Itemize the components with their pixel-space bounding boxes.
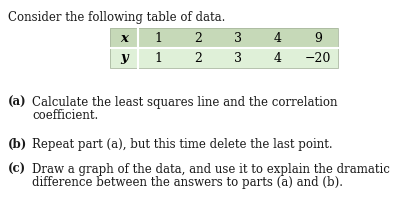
Text: 1: 1 — [154, 52, 162, 65]
Bar — [110, 28, 338, 48]
Text: 4: 4 — [274, 52, 282, 65]
Text: (c): (c) — [8, 163, 26, 176]
Text: Consider the following table of data.: Consider the following table of data. — [8, 11, 225, 24]
Text: y: y — [120, 52, 128, 65]
Text: 9: 9 — [314, 32, 322, 45]
Text: 3: 3 — [234, 32, 242, 45]
Text: 2: 2 — [194, 52, 202, 65]
Text: (b): (b) — [8, 138, 27, 151]
Text: Repeat part (a), but this time delete the last point.: Repeat part (a), but this time delete th… — [32, 138, 333, 151]
Text: Calculate the least squares line and the correlation: Calculate the least squares line and the… — [32, 96, 338, 109]
Bar — [110, 28, 338, 68]
Text: coefficient.: coefficient. — [32, 109, 98, 122]
Text: 1: 1 — [154, 32, 162, 45]
Text: 2: 2 — [194, 32, 202, 45]
Text: difference between the answers to parts (a) and (b).: difference between the answers to parts … — [32, 176, 343, 189]
Text: 4: 4 — [274, 32, 282, 45]
Text: (a): (a) — [8, 96, 27, 109]
Bar — [110, 48, 338, 68]
Text: 3: 3 — [234, 52, 242, 65]
Text: Draw a graph of the data, and use it to explain the dramatic: Draw a graph of the data, and use it to … — [32, 163, 390, 176]
Text: x: x — [120, 32, 128, 45]
Text: −20: −20 — [305, 52, 331, 65]
